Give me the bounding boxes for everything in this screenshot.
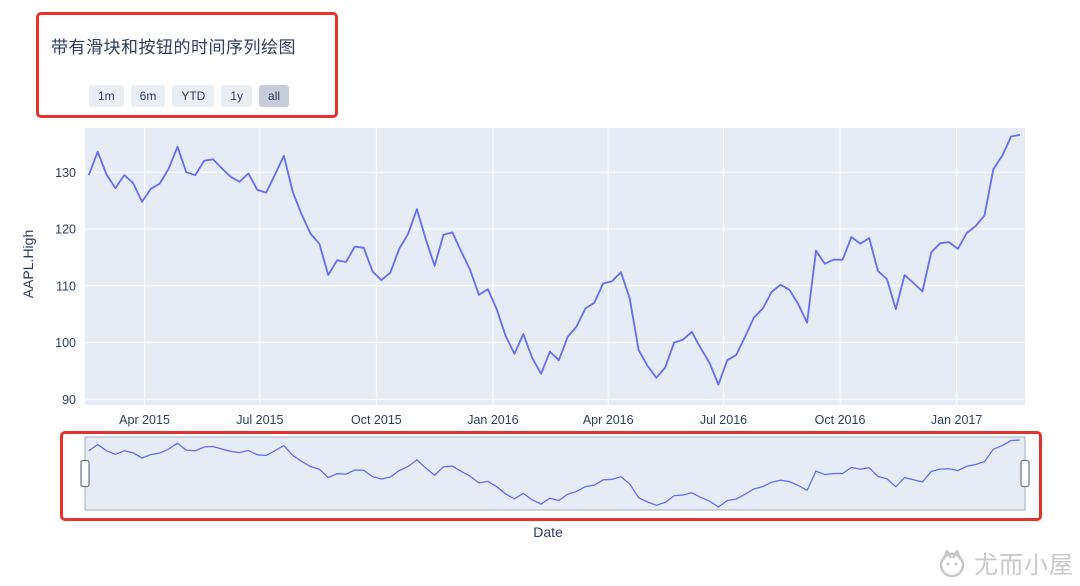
y-axis-tick-labels: 90 100 110 120 130 [55,166,76,407]
watermark-text: 尤而小屋 [974,552,1074,579]
svg-text:Jul 2015: Jul 2015 [236,413,283,427]
rangeslider-left-handle[interactable] [80,459,90,488]
x-axis-tick-labels: Apr 2015 Jul 2015 Oct 2015 Jan 2016 Apr 2016… [119,413,982,427]
svg-text:100: 100 [55,336,76,350]
svg-text:Apr 2015: Apr 2015 [119,413,170,427]
rangeslider-right-handle[interactable] [1020,459,1030,488]
range-button-1m[interactable]: 1m [89,85,124,107]
svg-text:130: 130 [55,166,76,180]
cat-house-logo-icon [939,549,965,577]
svg-text:Oct 2016: Oct 2016 [815,413,866,427]
y-axis-title: AAPL.High [20,229,36,299]
range-selector: 1m 6m YTD 1y all [89,85,290,107]
svg-text:110: 110 [56,279,76,293]
rangeslider-line [88,439,1020,508]
svg-text:Jan 2017: Jan 2017 [931,413,982,427]
x-axis-title: Date [533,524,563,540]
range-button-ytd[interactable]: YTD [172,85,215,107]
svg-text:Apr 2016: Apr 2016 [583,413,634,427]
title-annotation-box: 带有滑块和按钮的时间序列绘图 1m 6m YTD 1y all [36,12,338,118]
svg-text:Oct 2015: Oct 2015 [351,413,402,427]
chart-title: 带有滑块和按钮的时间序列绘图 [51,38,296,57]
range-button-6m[interactable]: 6m [130,85,166,107]
svg-text:Jan 2016: Jan 2016 [467,413,518,427]
main-plot-gridlines [85,128,1025,405]
main-plot-background[interactable] [85,128,1025,405]
range-button-all[interactable]: all [259,85,290,107]
range-button-1y[interactable]: 1y [221,85,253,107]
rangeslider-background[interactable] [85,437,1025,510]
svg-text:Jul 2016: Jul 2016 [700,413,747,427]
price-line [87,133,1021,386]
watermark: 尤而小屋 [936,545,1074,580]
svg-text:90: 90 [62,393,76,407]
svg-text:120: 120 [55,223,76,237]
